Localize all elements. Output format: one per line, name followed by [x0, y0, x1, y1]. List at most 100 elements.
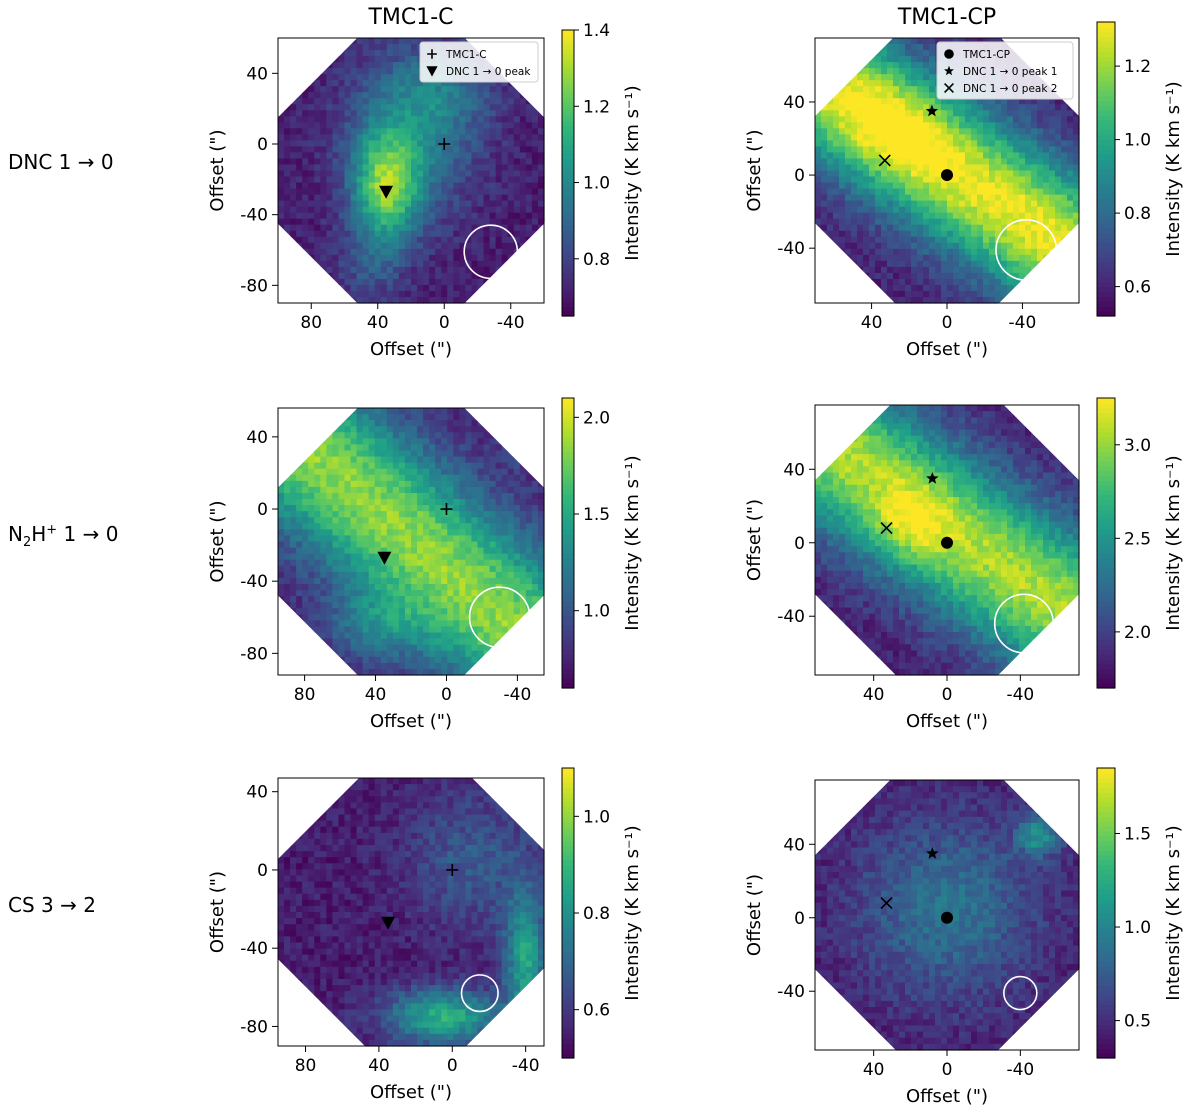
panel-dnc-tmc1c: 80 40 0 -40 40 0 -40 -80 Offset (") Offset (") TMC…	[207, 21, 643, 360]
x-tick-label: 40	[367, 313, 389, 333]
panel-cs-tmc1c: 80 40 0 -40 40 0 -40 -80 Offset (") Offset (") 0.6…	[207, 767, 643, 1103]
colorbar-label: Intensity (K km s⁻¹)	[1163, 81, 1184, 256]
x-tick-label: 40	[861, 313, 883, 333]
colorbar-n2h-tmc1cp: 2.0 2.5 3.0 Intensity (K km s⁻¹)	[1096, 397, 1184, 689]
legend-entry: DNC 1 → 0 peak	[446, 66, 531, 78]
beam-circle	[995, 219, 1058, 282]
row-label-n2h-arrow: →	[82, 522, 100, 546]
colorbar-frame	[1096, 21, 1116, 317]
colorbar-tick-label: 1.2	[583, 97, 610, 117]
y-tick-label: -40	[777, 607, 805, 627]
row-label-n2h-n: N	[8, 522, 23, 546]
colorbar-cs-tmc1c: 0.6 0.8 1.0 Intensity (K km s⁻¹)	[561, 767, 643, 1059]
panel-n2h-tmc1c: 80 40 0 -40 40 0 -40 -80 Offset (") Offset (") 1.0…	[207, 397, 643, 732]
marker-dot	[941, 536, 953, 549]
panel-cs-tmc1cp: 40 0 -40 40 0 -40 Offset (") Offset (") 0.5 1.0 1.…	[744, 767, 1184, 1107]
marker-dot	[941, 911, 953, 924]
beam-circle	[460, 974, 499, 1013]
y-axis-label: Offset (")	[207, 129, 228, 211]
colorbar-tick-label: 3.0	[1124, 436, 1151, 456]
y-tick-label: 0	[794, 909, 805, 929]
x-tick-label: -40	[1009, 313, 1037, 333]
y-tick-label: 40	[783, 460, 805, 480]
colorbar-frame	[561, 29, 575, 317]
legend-entry: TMC1-CP	[962, 49, 1010, 61]
x-axis-label: Offset (")	[906, 711, 988, 732]
marker-cross	[880, 896, 893, 910]
marker-star	[926, 846, 939, 859]
x-tick-label: 40	[365, 685, 387, 705]
colorbar-tick-label: 1.0	[583, 174, 610, 194]
colorbar-label: Intensity (K km s⁻¹)	[1163, 825, 1184, 1000]
y-tick-label: -40	[240, 939, 268, 959]
legend: TMC1-CP DNC 1 → 0 peak 1 DNC 1 → 0 peak 2	[936, 41, 1074, 100]
y-tick-label: -40	[240, 206, 268, 226]
x-tick-label: 80	[300, 313, 322, 333]
colorbar-tick-label: 1.5	[1124, 824, 1151, 844]
x-axis-label: Offset (")	[906, 1086, 988, 1107]
marker-triangle	[381, 916, 396, 930]
y-tick-label: -40	[240, 572, 268, 592]
heatmap-cs-tmc1c	[278, 778, 545, 1047]
column-title-tmc1-c: TMC1-C	[367, 5, 453, 30]
marker-cross	[880, 521, 893, 535]
legend-box	[419, 41, 539, 83]
x-tick-label: 40	[863, 685, 885, 705]
y-tick-label: 0	[257, 861, 268, 881]
marker-triangle	[377, 551, 392, 565]
y-tick-label: 40	[246, 428, 268, 448]
colorbar-tick-label: 0.6	[1124, 278, 1151, 298]
row-label-dnc-text: DNC 1	[8, 150, 72, 174]
x-tick-label: -40	[504, 685, 532, 705]
x-axis-label: Offset (")	[370, 1082, 452, 1103]
x-tick-label: 80	[294, 685, 316, 705]
row-label-n2h: N2H+ 1 → 0	[8, 522, 119, 550]
beam-circle	[468, 586, 531, 649]
row-label-cs-arrow: →	[60, 893, 77, 917]
y-axis-label: Offset (")	[744, 499, 765, 581]
axes-frame	[277, 777, 545, 1047]
y-axis-label: Offset (")	[207, 500, 228, 582]
heatmap-n2h-tmc1cp	[815, 405, 1080, 676]
x-tick-label: 0	[942, 313, 953, 333]
marker-cross	[878, 154, 891, 167]
marker-plus	[440, 503, 453, 516]
x-axis-label: Offset (")	[370, 711, 452, 732]
colorbar-tick-label: 1.0	[583, 602, 610, 622]
marker-triangle	[379, 185, 394, 199]
colorbar-tick-label: 2.0	[583, 408, 610, 428]
beam-circle	[463, 224, 519, 280]
x-tick-label: -40	[512, 1056, 540, 1076]
heatmap-n2h-tmc1c	[278, 408, 545, 676]
panel-dnc-tmc1cp: 40 0 -40 40 0 -40 Offset (") Offset (") TMC1-CP D…	[744, 21, 1184, 360]
y-tick-label: -80	[240, 1017, 268, 1037]
x-axis-label: Offset (")	[370, 339, 452, 360]
row-label-dnc-end: 0	[100, 150, 114, 174]
colorbar-tick-label: 2.0	[1124, 623, 1151, 643]
legend-marker-triangle	[426, 66, 438, 77]
row-label-cs-text: CS 3	[8, 893, 54, 917]
y-axis-label: Offset (")	[744, 129, 765, 211]
colorbar-dnc-tmc1cp: 0.6 0.8 1.0 1.2 Intensity (K km s⁻¹)	[1096, 21, 1184, 317]
y-tick-label: -40	[777, 982, 805, 1002]
colorbar-tick-label: 0.5	[1124, 1012, 1151, 1032]
colorbar-tick-label: 1.4	[583, 21, 610, 41]
colorbar-tick-label: 0.6	[583, 1001, 610, 1021]
x-tick-label: 0	[447, 1056, 458, 1076]
legend-marker-plus	[427, 49, 437, 59]
row-label-dnc: DNC 1 → 0	[8, 150, 114, 174]
y-tick-label: 0	[257, 500, 268, 520]
colorbar-frame	[1096, 767, 1116, 1059]
row-label-cs-end: 2	[83, 893, 96, 917]
x-axis-label: Offset (")	[906, 339, 988, 360]
marker-star	[925, 104, 939, 117]
x-tick-label: 40	[368, 1056, 390, 1076]
legend-marker-star	[944, 65, 954, 76]
colorbar-frame	[1096, 397, 1116, 689]
colorbar-tick-label: 0.8	[583, 904, 610, 924]
colorbar-frame	[561, 397, 575, 689]
y-tick-label: -40	[777, 239, 805, 259]
colorbar-tick-label: 0.8	[1124, 204, 1151, 224]
colorbar-cs-tmc1cp: 0.5 1.0 1.5 Intensity (K km s⁻¹)	[1096, 767, 1184, 1059]
legend-marker-dot	[944, 49, 954, 59]
